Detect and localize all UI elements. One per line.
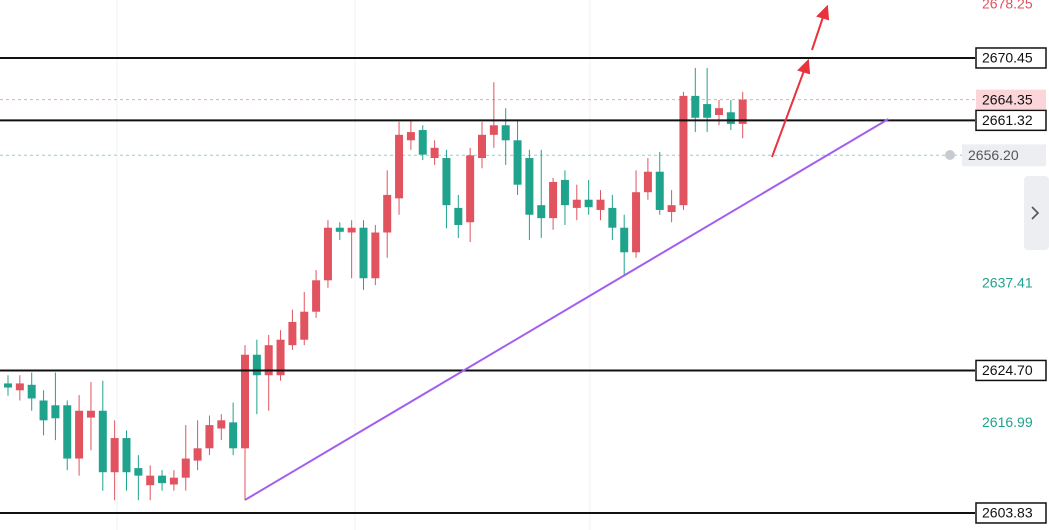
candle-body xyxy=(691,95,700,118)
candle-body xyxy=(442,158,451,206)
price-axis xyxy=(975,0,1049,530)
candle-body xyxy=(359,227,368,279)
candle-body xyxy=(205,425,214,449)
candle-body xyxy=(347,227,356,233)
collapse-tab[interactable] xyxy=(1024,176,1049,250)
candle-body xyxy=(323,227,332,281)
last-price-box xyxy=(976,89,1046,110)
candle-body xyxy=(241,354,249,449)
candle-body xyxy=(252,354,261,376)
candle-body xyxy=(596,199,605,210)
level-label: 2661.32 xyxy=(982,112,1033,128)
candle-body xyxy=(264,345,273,376)
level-label: 2624.70 xyxy=(982,362,1033,378)
candle-body xyxy=(335,227,344,232)
candle-body xyxy=(86,410,95,418)
candle-body xyxy=(383,194,392,233)
candle-body xyxy=(217,420,226,429)
forecast-arrows xyxy=(771,4,830,158)
candle-body xyxy=(643,171,652,193)
level-label-box xyxy=(975,109,1047,132)
candle-body xyxy=(513,140,522,185)
candle-body xyxy=(501,125,510,141)
candle-body xyxy=(667,205,676,212)
candle-body xyxy=(181,458,190,478)
candle-body xyxy=(560,179,569,206)
candle-body xyxy=(632,192,641,253)
candle-body xyxy=(122,438,131,473)
candle-body xyxy=(146,475,155,486)
candle-body xyxy=(454,207,463,225)
candle-body xyxy=(27,384,36,399)
candle-body xyxy=(679,95,688,206)
candle-body xyxy=(406,132,415,141)
candle-body xyxy=(229,422,238,449)
candle-body xyxy=(4,383,12,388)
candle-body xyxy=(110,438,119,473)
candle-body xyxy=(395,134,404,199)
candle-body xyxy=(158,475,167,484)
candle-body xyxy=(63,405,72,459)
candle-body xyxy=(525,158,534,215)
alert-icon xyxy=(945,150,955,160)
y-tick-label: 2637.41 xyxy=(982,274,1033,290)
candle-body xyxy=(288,321,297,346)
candle-body xyxy=(738,99,747,124)
candle-body xyxy=(430,147,439,159)
candle-body xyxy=(312,280,321,312)
candle-body xyxy=(655,171,664,210)
trend-line xyxy=(244,118,889,501)
y-tick-label: 2678.25 xyxy=(982,0,1033,11)
candle-body xyxy=(371,232,380,279)
candle-body xyxy=(134,468,143,476)
candle-body xyxy=(572,199,581,208)
y-tick-label: 2616.99 xyxy=(982,414,1033,430)
alert-price-box xyxy=(962,144,1046,167)
candle-body xyxy=(15,383,24,391)
level-label-box xyxy=(975,359,1047,382)
last-price-label: 2664.35 xyxy=(982,91,1033,107)
candle-body xyxy=(537,205,546,219)
candle-body xyxy=(726,112,735,124)
level-label-box xyxy=(975,47,1047,69)
level-label-box xyxy=(975,502,1047,524)
level-label: 2603.83 xyxy=(982,505,1033,521)
candle-body xyxy=(51,405,60,419)
candle-body xyxy=(584,199,593,208)
background-grid xyxy=(116,0,591,530)
candle-body xyxy=(276,339,285,376)
candle-body xyxy=(608,207,617,228)
candle-body xyxy=(489,125,498,135)
candle-body xyxy=(466,155,475,223)
candle-body xyxy=(98,410,107,473)
candle-body xyxy=(418,130,427,155)
candle-body xyxy=(620,227,629,253)
candle-body xyxy=(715,108,723,116)
candle-body xyxy=(300,311,309,340)
candle-body xyxy=(39,400,48,421)
candle-body xyxy=(478,134,486,159)
candle-body xyxy=(549,181,558,219)
level-label: 2670.45 xyxy=(982,50,1033,66)
candle-body xyxy=(193,448,202,461)
candle-body xyxy=(703,104,712,118)
candle-body xyxy=(75,410,84,459)
candle-body xyxy=(169,477,178,485)
alert-price-label: 2656.20 xyxy=(968,147,1019,163)
